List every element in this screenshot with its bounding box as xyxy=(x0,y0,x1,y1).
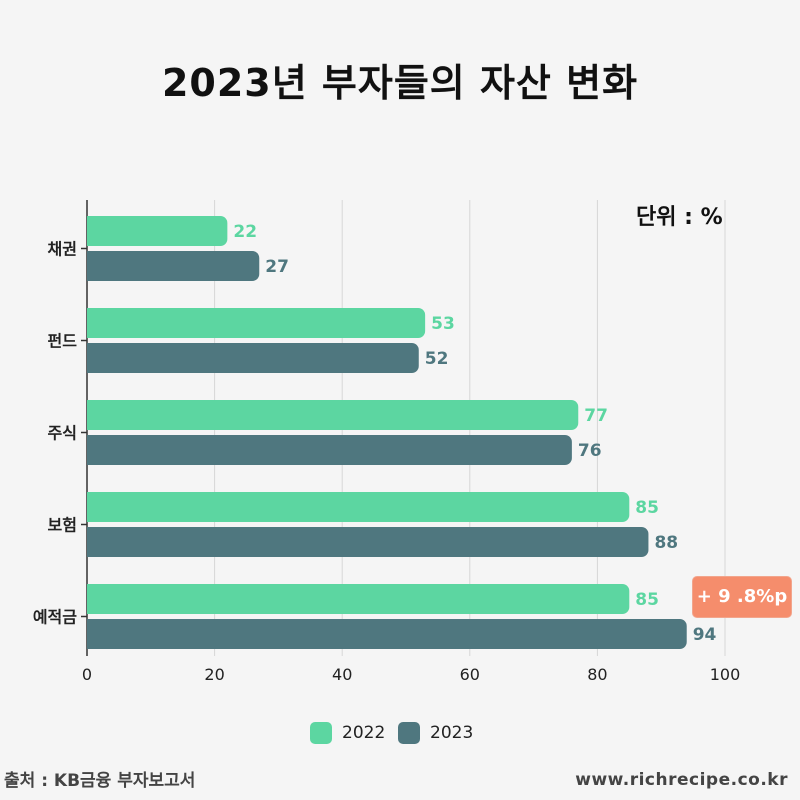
x-tick-label: 80 xyxy=(587,665,607,684)
data-label: 77 xyxy=(584,406,608,426)
bar-left-square-2023 xyxy=(87,527,97,557)
bar-2023 xyxy=(87,527,649,557)
chart-title: 2023년 부자들의 자산 변화 xyxy=(161,61,639,105)
bar-2023 xyxy=(87,251,260,281)
x-tick-label: 100 xyxy=(710,665,741,684)
data-label: 22 xyxy=(233,222,257,242)
x-tick-label: 20 xyxy=(204,665,224,684)
data-label: 53 xyxy=(431,314,455,334)
bar-left-square-2022 xyxy=(87,216,97,246)
x-tick-label: 0 xyxy=(82,665,92,684)
data-label: 27 xyxy=(265,257,289,277)
bar-2023 xyxy=(87,343,419,373)
x-tick-label: 60 xyxy=(460,665,480,684)
source-note: 출처 : KB금융 부자보고서 xyxy=(4,771,196,791)
legend-swatch-2022 xyxy=(310,722,332,744)
bar-2022 xyxy=(87,492,630,522)
legend-label-2023: 2023 xyxy=(430,723,474,743)
category-label: 예적금 xyxy=(33,608,77,627)
data-label: 76 xyxy=(578,441,602,461)
bar-left-square-2022 xyxy=(87,492,97,522)
bar-left-square-2022 xyxy=(87,584,97,614)
category-label: 펀드 xyxy=(48,332,78,351)
bar-2023 xyxy=(87,619,687,649)
bar-left-square-2023 xyxy=(87,619,97,649)
bar-chart: 0 20 40 60 80 100 채권 22 27 펀드 53 52 주식 77 76 보험 85 88 예적금 8… xyxy=(33,200,741,684)
bar-left-square-2022 xyxy=(87,308,97,338)
bar-left-square-2023 xyxy=(87,343,97,373)
bar-left-square-2022 xyxy=(87,400,97,430)
legend-item-2022: 2022 xyxy=(310,722,385,744)
bar-2022 xyxy=(87,400,579,430)
change-callout-badge: + 9 .8%p xyxy=(692,576,792,618)
category-label: 채권 xyxy=(48,240,77,259)
bar-left-square-2023 xyxy=(87,251,97,281)
x-tick-label: 40 xyxy=(332,665,352,684)
legend-swatch-2023 xyxy=(398,722,420,744)
legend-label-2022: 2022 xyxy=(342,723,386,743)
category-label: 보험 xyxy=(48,516,77,535)
data-label: 94 xyxy=(693,625,717,645)
bar-2022 xyxy=(87,308,426,338)
unit-label: 단위 : % xyxy=(636,205,723,230)
data-label: 52 xyxy=(425,349,449,369)
bar-2022 xyxy=(87,216,228,246)
data-label: 85 xyxy=(635,590,659,610)
bar-2022 xyxy=(87,584,630,614)
bar-2023 xyxy=(87,435,572,465)
legend-item-2023: 2023 xyxy=(398,722,473,744)
data-label: 88 xyxy=(654,533,678,553)
bar-left-square-2023 xyxy=(87,435,97,465)
website-url: www.richrecipe.co.kr xyxy=(575,770,788,790)
data-label: 85 xyxy=(635,498,659,518)
category-label: 주식 xyxy=(48,424,77,443)
